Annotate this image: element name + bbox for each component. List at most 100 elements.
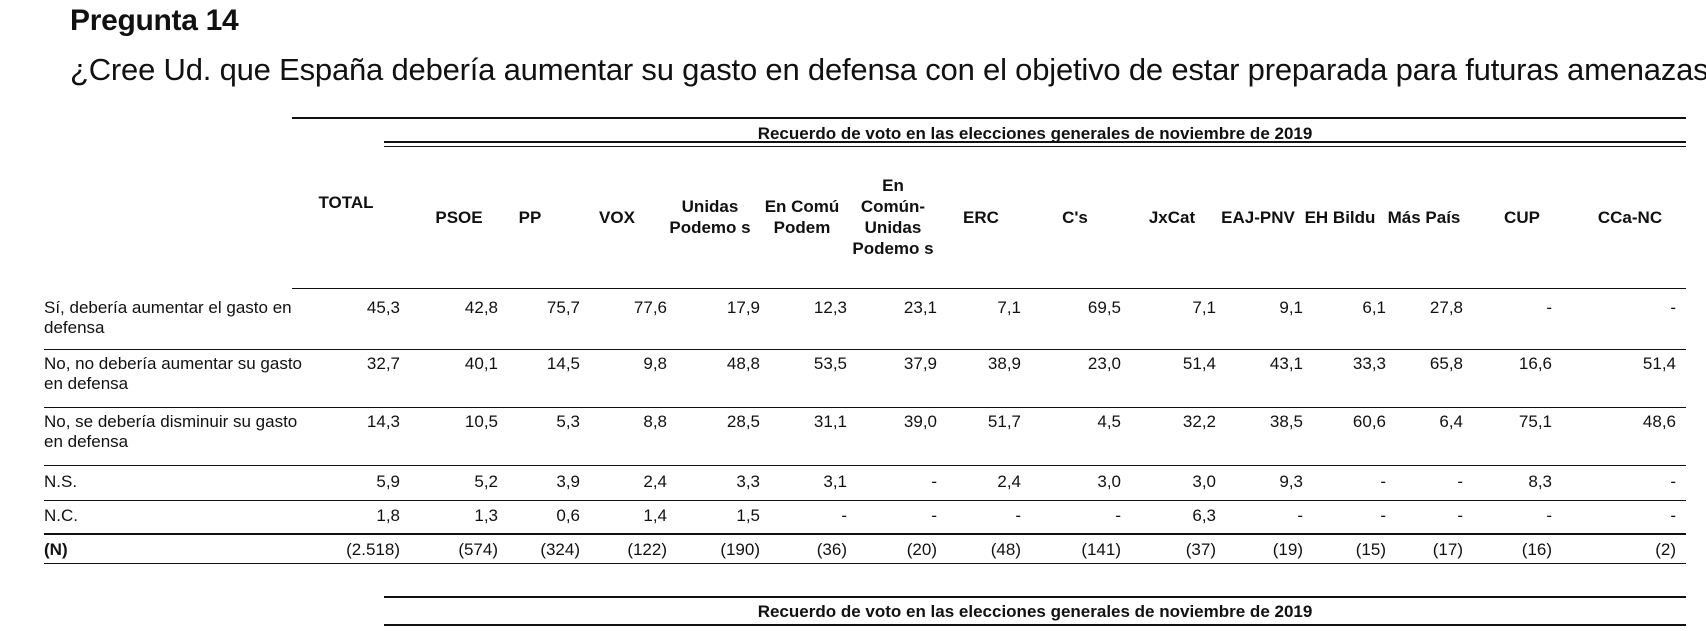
- table-cell: -: [1670, 472, 1676, 491]
- table-cell: 75,1: [1518, 412, 1552, 431]
- row-separator: [44, 349, 1686, 350]
- table-cell: 14,3: [366, 412, 400, 431]
- table-cell: -: [1546, 506, 1552, 525]
- table-cell: 5,3: [556, 412, 580, 431]
- table-cell: 1,4: [643, 506, 667, 525]
- question-text: ¿Cree Ud. que España debería aumentar su…: [70, 52, 1706, 87]
- table-cell: 2,4: [643, 472, 667, 491]
- column-header-8: ERC: [963, 207, 999, 227]
- table-cell: 3,1: [823, 472, 847, 491]
- page-title: Pregunta 14: [70, 4, 239, 37]
- table-cell: 23,0: [1087, 354, 1121, 373]
- row-label: N.C.: [44, 506, 78, 525]
- column-header-12: EH Bildu: [1304, 207, 1376, 227]
- column-header-1: TOTAL: [318, 192, 374, 212]
- row-separator: [44, 407, 1686, 408]
- table-cell: 38,9: [987, 354, 1021, 373]
- table-cell: (190): [720, 540, 760, 559]
- column-header-10: JxCat: [1148, 207, 1196, 227]
- table-cell: 48,8: [726, 354, 760, 373]
- table-cell: 51,7: [987, 412, 1021, 431]
- table-cell: -: [1546, 298, 1552, 317]
- table-cell: 14,5: [546, 354, 580, 373]
- header-bottom-rule: [292, 288, 1686, 289]
- table-cell: 7,1: [997, 298, 1021, 317]
- row-label: No, se debería disminuir su gasto en def…: [44, 412, 298, 451]
- table-cell: (15): [1355, 540, 1386, 559]
- table-cell: 53,5: [813, 354, 847, 373]
- table-cell: 16,6: [1518, 354, 1552, 373]
- super-header-bottom-rule: [384, 146, 1686, 147]
- table-cell: -: [931, 472, 937, 491]
- table-cell: 5,2: [474, 472, 498, 491]
- table-cell: 51,4: [1182, 354, 1216, 373]
- column-header-7: En Común-Unidas Podemo s: [852, 176, 934, 258]
- table-cell: (141): [1081, 540, 1121, 559]
- table-cell: 33,3: [1352, 354, 1386, 373]
- table-cell: 9,8: [643, 354, 667, 373]
- column-header-14: CUP: [1504, 207, 1540, 227]
- table-cell: 39,0: [903, 412, 937, 431]
- n-row-top-rule: [44, 533, 1686, 535]
- row-label: No, no debería aumentar su gasto en defe…: [44, 354, 302, 393]
- table-cell: 3,3: [736, 472, 760, 491]
- column-header-13: Más País: [1387, 207, 1461, 227]
- table-cell: (20): [906, 540, 937, 559]
- table-cell: 75,7: [546, 298, 580, 317]
- table-cell: 43,1: [1269, 354, 1303, 373]
- column-header-6: En Comú Podem: [764, 197, 840, 237]
- table-cell: 32,7: [366, 354, 400, 373]
- table-cell: -: [1380, 506, 1386, 525]
- table-cell: 69,5: [1087, 298, 1121, 317]
- table-cell: -: [841, 506, 847, 525]
- table-cell: 23,1: [903, 298, 937, 317]
- table-cell: 5,9: [376, 472, 400, 491]
- table-cell: 9,1: [1279, 298, 1303, 317]
- table-cell: (36): [816, 540, 847, 559]
- table-cell: -: [1380, 472, 1386, 491]
- column-header-5: Unidas Podemo s: [669, 197, 751, 237]
- table-cell: -: [1457, 506, 1463, 525]
- table-cell: 1,5: [736, 506, 760, 525]
- table-cell: 40,1: [464, 354, 498, 373]
- table-cell: 65,8: [1429, 354, 1463, 373]
- table-cell: (17): [1432, 540, 1463, 559]
- table-cell: 27,8: [1429, 298, 1463, 317]
- table-cell: 1,8: [376, 506, 400, 525]
- row-separator: [44, 465, 1686, 466]
- table-cell: -: [1670, 298, 1676, 317]
- table-cell: -: [931, 506, 937, 525]
- table-cell: (324): [540, 540, 580, 559]
- second-super-header-bottom-rule: [384, 624, 1686, 626]
- column-header-11: EAJ-PNV: [1221, 207, 1295, 227]
- table-cell: 32,2: [1182, 412, 1216, 431]
- table-cell: 77,6: [633, 298, 667, 317]
- row-label: (N): [44, 540, 68, 559]
- table-cell: 17,9: [726, 298, 760, 317]
- table-cell: 8,8: [643, 412, 667, 431]
- table-cell: 3,0: [1097, 472, 1121, 491]
- column-header-9: C's: [1062, 207, 1088, 227]
- table-cell: -: [1297, 506, 1303, 525]
- table-cell: (48): [990, 540, 1021, 559]
- column-header-4: VOX: [599, 207, 635, 227]
- table-cell: 0,6: [556, 506, 580, 525]
- table-cell: 45,3: [366, 298, 400, 317]
- table-cell: 3,9: [556, 472, 580, 491]
- n-row-underline: [44, 563, 1686, 564]
- table-cell: 12,3: [813, 298, 847, 317]
- table-cell: (19): [1272, 540, 1303, 559]
- table-cell: (2): [1655, 540, 1676, 559]
- table-top-rule: [292, 117, 1686, 119]
- table-cell: 2,4: [997, 472, 1021, 491]
- table-cell: 10,5: [464, 412, 498, 431]
- table-cell: -: [1015, 506, 1021, 525]
- table-cell: (122): [627, 540, 667, 559]
- second-super-header: Recuerdo de voto en las elecciones gener…: [757, 602, 1313, 621]
- table-cell: 8,3: [1528, 472, 1552, 491]
- column-header-2: PSOE: [435, 207, 483, 227]
- table-cell: 31,1: [813, 412, 847, 431]
- super-header: Recuerdo de voto en las elecciones gener…: [757, 124, 1313, 143]
- table-cell: 51,4: [1642, 354, 1676, 373]
- table-cell: (16): [1521, 540, 1552, 559]
